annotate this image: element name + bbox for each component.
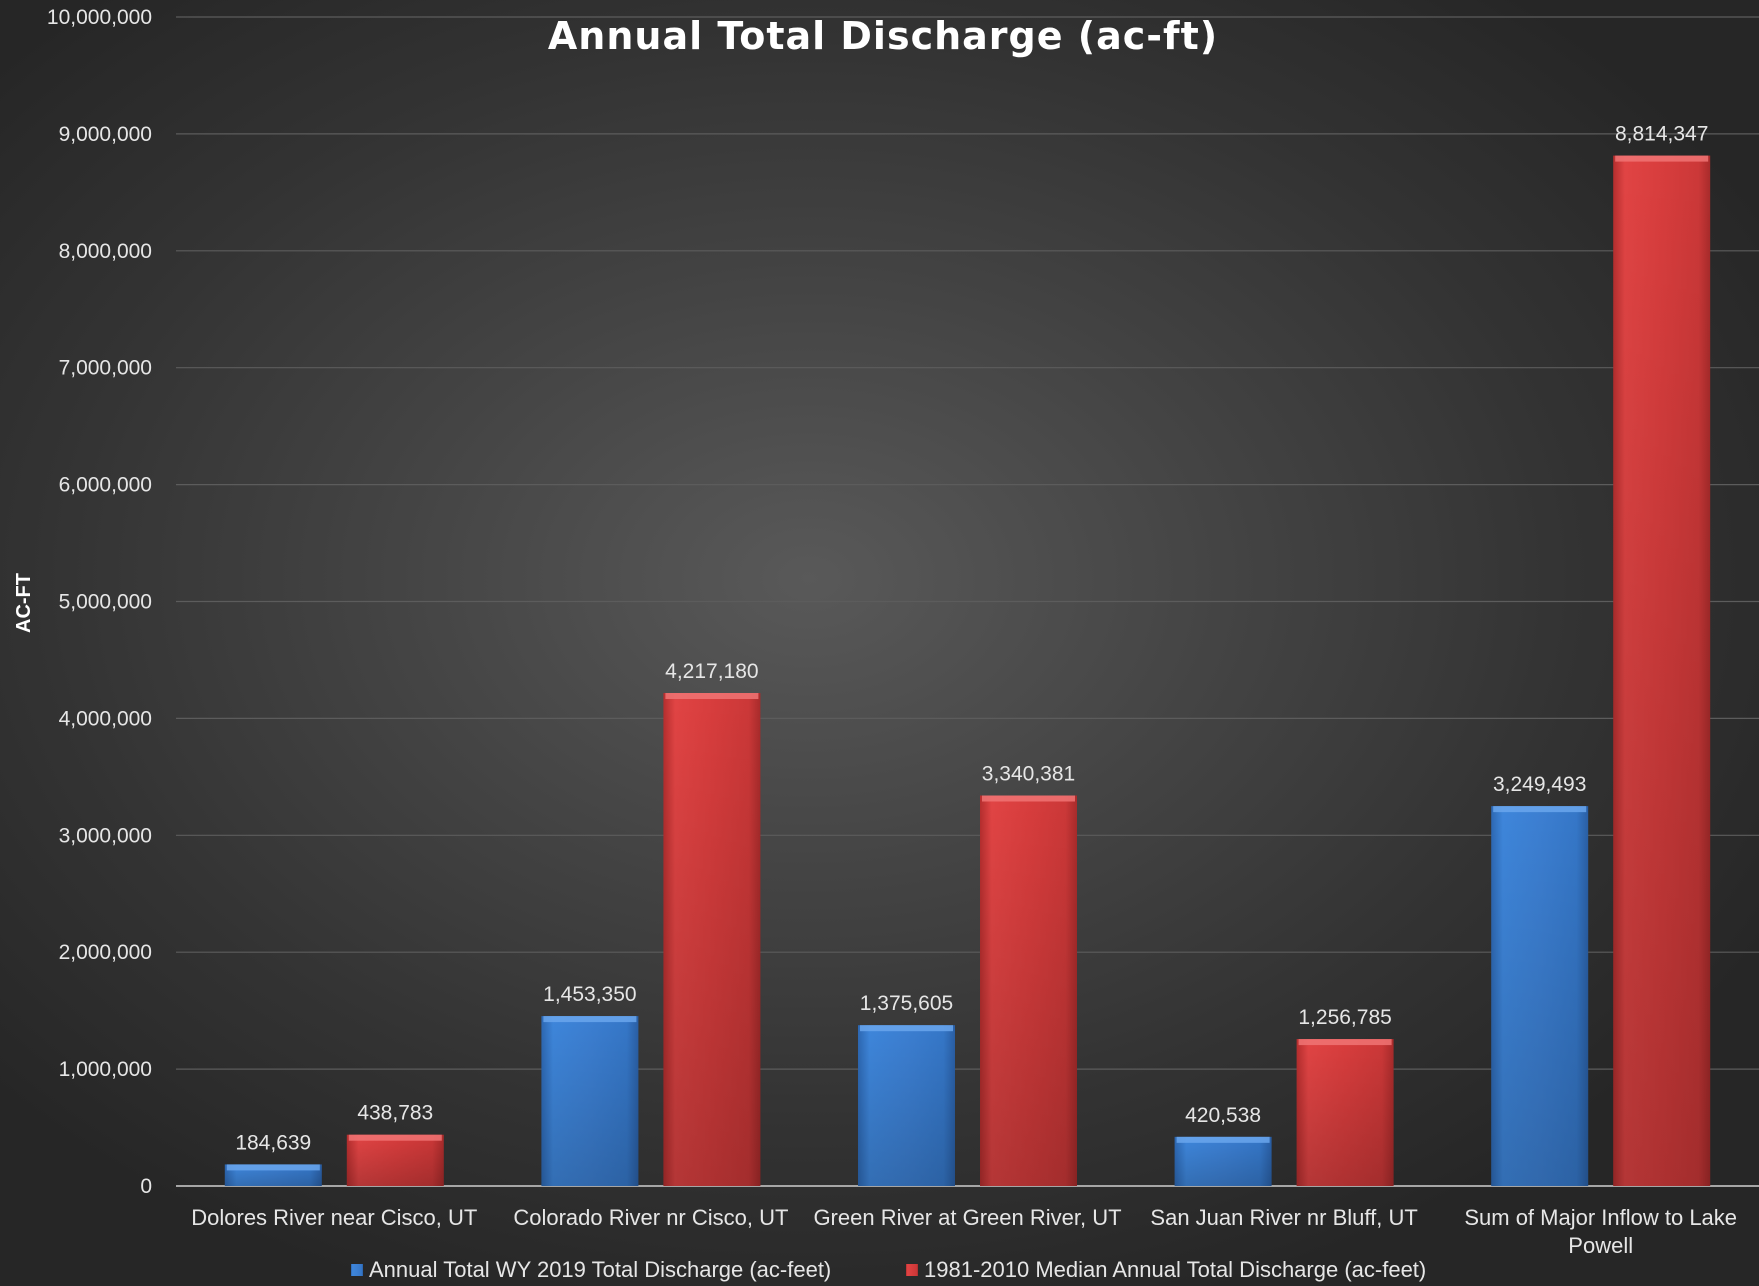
y-tick-label: 10,000,000 bbox=[47, 6, 152, 29]
bar-group-median bbox=[980, 795, 1077, 1186]
data-label: 420,538 bbox=[1185, 1104, 1261, 1127]
bars bbox=[224, 155, 1711, 1187]
data-label: 1,375,605 bbox=[860, 992, 953, 1015]
data-label: 1,453,350 bbox=[543, 983, 636, 1006]
bar-shading bbox=[858, 1025, 955, 1186]
y-tick-label: 9,000,000 bbox=[59, 123, 152, 146]
legend: Annual Total WY 2019 Total Discharge (ac… bbox=[351, 1257, 1426, 1282]
y-tick-label: 3,000,000 bbox=[59, 824, 152, 847]
y-tick-label: 2,000,000 bbox=[59, 941, 152, 964]
x-category-label: San Juan River nr Bluff, UT bbox=[1150, 1205, 1417, 1230]
bar-shading bbox=[1174, 1136, 1272, 1186]
bar-shading bbox=[1613, 155, 1711, 1187]
legend-label-2019: Annual Total WY 2019 Total Discharge (ac… bbox=[369, 1257, 831, 1282]
data-label: 184,639 bbox=[235, 1131, 311, 1154]
legend-label-median: 1981-2010 Median Annual Total Discharge … bbox=[924, 1257, 1426, 1282]
bar-shading bbox=[541, 1016, 639, 1186]
bar-group-median bbox=[1296, 1039, 1394, 1186]
bar-bevel bbox=[543, 1016, 637, 1023]
bar-group-wy2019 bbox=[224, 1164, 322, 1186]
y-tick-label: 4,000,000 bbox=[59, 707, 152, 730]
bar-bevel bbox=[982, 795, 1075, 802]
bar-group-wy2019 bbox=[1491, 806, 1589, 1186]
y-tick-label: 0 bbox=[140, 1175, 152, 1198]
bar-group-median bbox=[663, 693, 761, 1186]
chart-title: Annual Total Discharge (ac-ft) bbox=[548, 14, 1218, 58]
y-axis-title: AC-FT bbox=[13, 573, 35, 633]
x-category-label: Sum of Major Inflow to Lake Powell bbox=[1464, 1205, 1737, 1258]
legend-swatch-median bbox=[906, 1264, 918, 1276]
data-label: 1,256,785 bbox=[1298, 1006, 1391, 1029]
bar-shading bbox=[346, 1134, 444, 1186]
bar-group-wy2019 bbox=[1174, 1136, 1272, 1186]
x-category-label: Green River at Green River, UT bbox=[813, 1205, 1121, 1230]
bar-bevel bbox=[226, 1164, 320, 1171]
data-label: 8,814,347 bbox=[1615, 123, 1708, 146]
bar-shading bbox=[1296, 1039, 1394, 1186]
y-tick-label: 6,000,000 bbox=[59, 474, 152, 497]
bar-shading bbox=[980, 795, 1077, 1186]
y-tick-label: 5,000,000 bbox=[59, 591, 152, 614]
bar-bevel bbox=[860, 1025, 953, 1032]
bar-group-wy2019 bbox=[858, 1025, 955, 1186]
legend-swatch-2019 bbox=[351, 1264, 363, 1276]
x-category-label: Colorado River nr Cisco, UT bbox=[513, 1205, 788, 1230]
y-tick-label: 8,000,000 bbox=[59, 240, 152, 263]
y-axis-ticks: 0 1,000,000 2,000,000 3,000,000 4,000,000 5,0… bbox=[47, 6, 152, 1198]
bar-bevel bbox=[1493, 806, 1587, 813]
legend-item-median: 1981-2010 Median Annual Total Discharge … bbox=[906, 1257, 1426, 1282]
bar-group-median bbox=[346, 1134, 444, 1186]
y-tick-label: 7,000,000 bbox=[59, 357, 152, 380]
x-axis-categories: Dolores River near Cisco, UT Colorado Riv… bbox=[191, 1205, 1737, 1258]
bar-bevel bbox=[1298, 1039, 1392, 1046]
data-label: 438,783 bbox=[357, 1102, 433, 1125]
legend-item-2019: Annual Total WY 2019 Total Discharge (ac… bbox=[351, 1257, 831, 1282]
data-label: 3,249,493 bbox=[1493, 773, 1586, 796]
bar-bevel bbox=[665, 693, 759, 700]
data-labels: 184,639 438,783 1,453,350 4,217,180 1,375,60… bbox=[235, 123, 1708, 1155]
bar-group-median bbox=[1613, 155, 1711, 1187]
bar-shading bbox=[1491, 806, 1589, 1186]
x-category-label: Dolores River near Cisco, UT bbox=[191, 1205, 477, 1230]
data-label: 3,340,381 bbox=[982, 763, 1075, 786]
y-tick-label: 1,000,000 bbox=[59, 1058, 152, 1081]
bar-bevel bbox=[1615, 155, 1709, 162]
data-label: 4,217,180 bbox=[665, 660, 758, 683]
bar-bevel bbox=[348, 1134, 442, 1141]
gridlines bbox=[176, 16, 1759, 1187]
bar-group-wy2019 bbox=[541, 1016, 639, 1186]
bar-bevel bbox=[1176, 1136, 1270, 1143]
bar-shading bbox=[663, 693, 761, 1186]
